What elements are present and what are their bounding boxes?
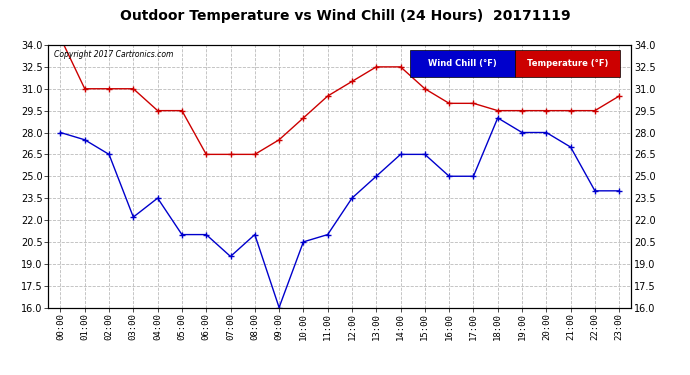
Text: Outdoor Temperature vs Wind Chill (24 Hours)  20171119: Outdoor Temperature vs Wind Chill (24 Ho… <box>119 9 571 23</box>
Text: Copyright 2017 Cartronics.com: Copyright 2017 Cartronics.com <box>54 50 173 59</box>
Text: Temperature (°F): Temperature (°F) <box>526 59 608 68</box>
FancyBboxPatch shape <box>410 50 515 76</box>
FancyBboxPatch shape <box>515 50 620 76</box>
Text: Wind Chill (°F): Wind Chill (°F) <box>428 59 497 68</box>
